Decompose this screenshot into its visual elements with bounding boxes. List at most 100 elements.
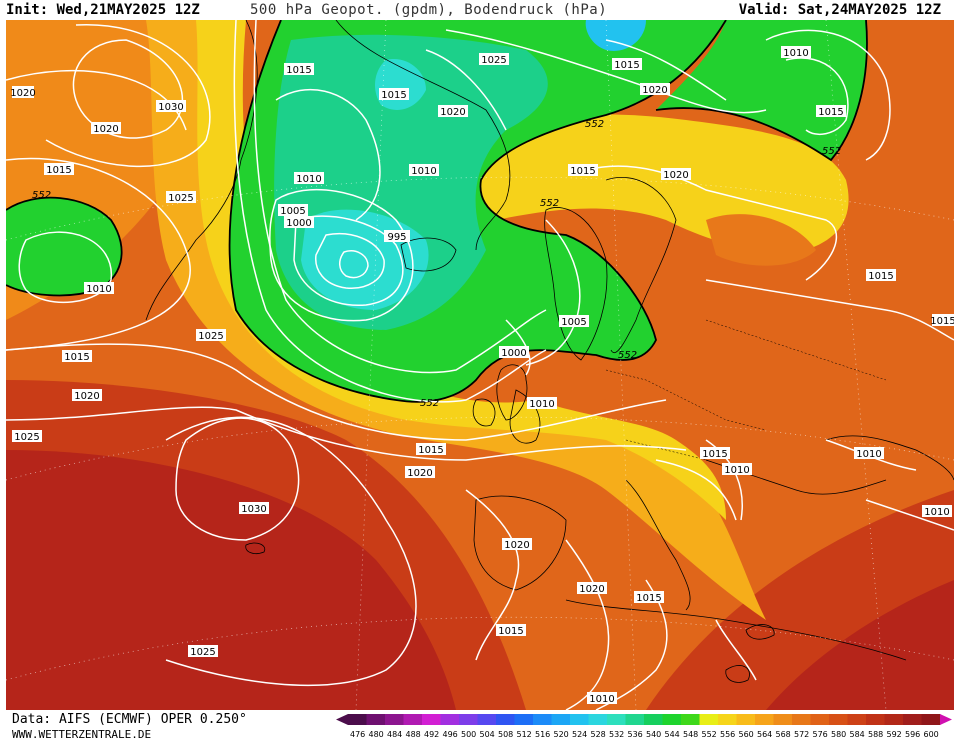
- coast-cyprus: [745, 624, 775, 640]
- legend-label: 488: [406, 730, 421, 739]
- legend-label: 500: [461, 730, 476, 739]
- coastlines: [145, 20, 954, 683]
- legend-cell: [348, 714, 367, 725]
- legend-cell: [699, 714, 719, 725]
- legend-cell: [736, 714, 756, 725]
- coast-north-africa: [565, 599, 907, 661]
- isobar-label: 1015: [284, 63, 314, 76]
- graticule-30n: [6, 616, 954, 681]
- map-footer: Data: AIFS (ECMWF) OPER 0.250° WWW.WETTE…: [0, 710, 959, 741]
- isobars: [6, 20, 954, 710]
- svg-text:1010: 1010: [411, 166, 436, 177]
- isobar-label: 1025: [12, 430, 42, 443]
- isobar-1030-azores-high: [175, 417, 300, 541]
- isobar-label: 1010: [409, 164, 439, 177]
- field-green-northeast: [656, 20, 867, 160]
- isobar-1025-atlantic: [6, 406, 687, 461]
- graticule-20w: [355, 20, 387, 710]
- field-darkred-west: [6, 450, 456, 710]
- legend-cell: [755, 714, 774, 725]
- svg-text:1015: 1015: [702, 449, 727, 460]
- coast-sweden-finland: [605, 177, 677, 353]
- legend-label: 532: [609, 730, 624, 739]
- svg-text:1010: 1010: [783, 48, 808, 59]
- svg-text:1025: 1025: [481, 55, 506, 66]
- isobar-1020-iberia: [465, 489, 520, 661]
- geopotential-label: 552: [420, 398, 439, 409]
- isobar-label: 1020: [72, 389, 102, 402]
- svg-text:1020: 1020: [407, 468, 432, 479]
- coast-ireland: [472, 398, 496, 427]
- weather-map-canvas: 1015 1030 1020 1015 1025 1010 1015 1020 …: [6, 20, 954, 710]
- legend-arrow-left: [336, 714, 348, 725]
- data-source: Data: AIFS (ECMWF) OPER 0.250°: [12, 712, 247, 727]
- legend-label: 516: [535, 730, 550, 739]
- legend-label: 548: [683, 730, 698, 739]
- isobar-label: 1025: [479, 53, 509, 66]
- isobar-label: 1000: [284, 216, 314, 229]
- isobar-1010-balkans: [705, 439, 743, 521]
- isobar-label: 1010: [854, 447, 884, 460]
- isobar-label: 1015: [416, 443, 446, 456]
- coast-iberia: [473, 495, 567, 591]
- legend-cell: [773, 714, 793, 725]
- legend-cell: [903, 714, 922, 725]
- isobar-1015-russia: [705, 279, 954, 341]
- legend-cell: [477, 714, 497, 725]
- color-legend: 476 480 484 488 492 496 500 504 508 512 516 520 524 5…: [336, 714, 952, 739]
- legend-cell: [644, 714, 663, 725]
- isobar-label: 1015: [379, 88, 409, 101]
- isobar-label: 1000: [499, 346, 529, 359]
- legend-label: 476: [350, 730, 365, 739]
- legend-label: 508: [498, 730, 513, 739]
- coast-scotland: [496, 364, 528, 421]
- svg-text:1010: 1010: [589, 694, 614, 705]
- legend-label: 564: [757, 730, 772, 739]
- isobar-label: 1005: [278, 204, 308, 217]
- isobar-1015-trough-outer: [233, 20, 547, 403]
- coast-norway: [544, 207, 608, 361]
- svg-text:1015: 1015: [286, 65, 311, 76]
- svg-text:1000: 1000: [286, 218, 311, 229]
- legend-label: 592: [887, 730, 902, 739]
- legend-label: 504: [480, 730, 495, 739]
- legend-label: 528: [591, 730, 606, 739]
- legend-cell: [792, 714, 811, 725]
- svg-text:1015: 1015: [614, 60, 639, 71]
- graticule-0e: [605, 20, 637, 710]
- geopotential-label: 552: [618, 350, 637, 361]
- isobar-label: 1020: [10, 86, 36, 99]
- isobar-1025-north-center: [445, 29, 767, 114]
- legend-cell: [533, 714, 552, 725]
- svg-text:1020: 1020: [504, 540, 529, 551]
- legend-cell: [514, 714, 534, 725]
- legend-label: 588: [868, 730, 883, 739]
- svg-text:1005: 1005: [561, 317, 586, 328]
- legend-label: 556: [720, 730, 735, 739]
- svg-text:1005: 1005: [280, 206, 305, 217]
- svg-text:1015: 1015: [64, 352, 89, 363]
- isobar-label: 1030: [156, 100, 186, 113]
- svg-text:1010: 1010: [856, 449, 881, 460]
- coast-iceland: [400, 237, 457, 272]
- graticule-45n: [6, 416, 954, 481]
- legend-cell: [440, 714, 460, 725]
- isobar-990-core: [339, 250, 369, 279]
- isobar-1015-north: [6, 157, 191, 351]
- svg-text:1015: 1015: [381, 90, 406, 101]
- isobar-label: 1010: [84, 282, 114, 295]
- legend-label: 544: [665, 730, 680, 739]
- legend-cell: [718, 714, 737, 725]
- legend-label: 524: [572, 730, 587, 739]
- svg-text:1010: 1010: [529, 399, 554, 410]
- legend-cell: [422, 714, 441, 725]
- isobar-label: 1015: [44, 163, 74, 176]
- legend-cell: [847, 714, 867, 725]
- svg-text:1015: 1015: [818, 107, 843, 118]
- map-header: Init: Wed,21MAY2025 12Z 500 hPa Geopot. …: [0, 0, 959, 20]
- field-yellow-band: [196, 20, 726, 520]
- svg-text:1025: 1025: [14, 432, 39, 443]
- svg-text:1010: 1010: [924, 507, 949, 518]
- coast-svalbard-barents: [335, 20, 511, 251]
- svg-text:1025: 1025: [190, 647, 215, 658]
